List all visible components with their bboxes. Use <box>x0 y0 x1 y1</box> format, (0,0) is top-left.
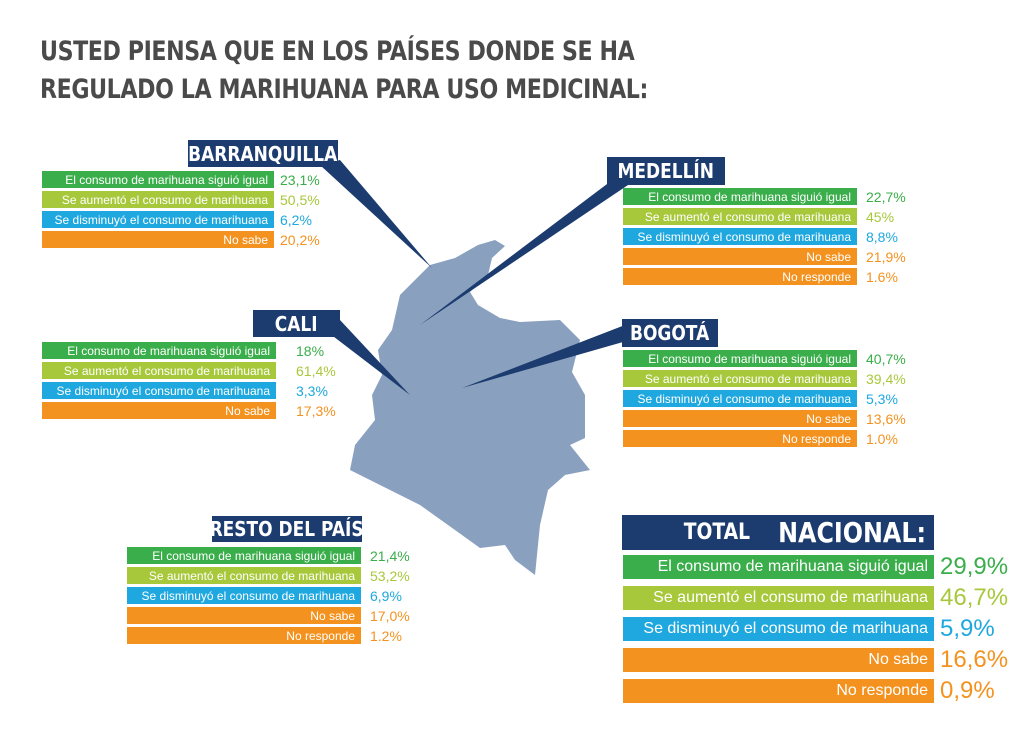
answer-value: 6,2% <box>280 211 312 228</box>
answer-bar: No responde <box>623 430 857 447</box>
answer-bar: Se disminuyó el consumo de marihuana <box>623 390 857 407</box>
answer-value: 46,7% <box>940 584 1009 611</box>
title-line: REGULADO LA MARIHUANA PARA USO MEDICINAL… <box>40 74 648 105</box>
answer-value: 22,7% <box>866 188 906 205</box>
answer-bar: No sabe <box>42 231 274 248</box>
answer-bar: Se aumentó el consumo de marihuana <box>623 370 857 387</box>
pointer <box>420 178 628 325</box>
panel-heading: BOGOTÁ <box>622 319 718 347</box>
colombia-map <box>350 240 590 575</box>
answer-bar: El consumo de marihuana siguió igual <box>623 188 857 205</box>
answer-value: 21,4% <box>370 547 410 564</box>
answer-bar: Se aumentó el consumo de marihuana <box>623 208 857 225</box>
answer-value: 5,9% <box>940 615 995 642</box>
answer-value: 6,9% <box>370 587 402 604</box>
answer-value: 1.2% <box>370 627 402 644</box>
panel-heading: BARRANQUILLA <box>188 140 338 167</box>
answer-bar: Se disminuyó el consumo de marihuana <box>623 617 934 641</box>
answer-value: 39,4% <box>866 370 906 387</box>
answer-value: 13,6% <box>866 410 906 427</box>
answer-value: 23,1% <box>280 171 320 188</box>
answer-bar: No responde <box>623 268 857 285</box>
title-line: USTED PIENSA QUE EN LOS PAÍSES DONDE SE … <box>40 36 635 67</box>
answer-bar: No sabe <box>623 410 857 427</box>
answer-value: 3,3% <box>296 382 328 399</box>
answer-bar: No responde <box>623 679 934 703</box>
pointer <box>462 325 630 388</box>
answer-value: 17,0% <box>370 607 410 624</box>
answer-value: 1.0% <box>866 430 898 447</box>
answer-value: 53,2% <box>370 567 410 584</box>
answer-value: 61,4% <box>296 362 336 379</box>
answer-bar: No sabe <box>42 402 276 419</box>
answer-bar: No sabe <box>623 648 934 672</box>
heading-text: NACIONAL: <box>778 516 926 549</box>
answer-bar: No sabe <box>623 248 857 265</box>
answer-bar: No responde <box>127 627 361 644</box>
answer-bar: El consumo de marihuana siguió igual <box>127 547 361 564</box>
answer-bar: Se disminuyó el consumo de marihuana <box>42 382 276 399</box>
answer-bar: El consumo de marihuana siguió igual <box>623 350 857 367</box>
answer-value: 21,9% <box>866 248 906 265</box>
answer-bar: Se aumentó el consumo de marihuana <box>623 586 934 610</box>
answer-bar: El consumo de marihuana siguió igual <box>42 342 276 359</box>
heading-text: MEDELLÍN <box>617 159 715 183</box>
panel-heading: CALI <box>253 310 340 337</box>
answer-bar: Se disminuyó el consumo de marihuana <box>623 228 857 245</box>
panel-heading: RESTO DEL PAÍS <box>209 516 365 542</box>
answer-bar: El consumo de marihuana siguió igual <box>42 171 274 188</box>
answer-value: 0,9% <box>940 677 995 704</box>
answer-value: 16,6% <box>940 646 1009 673</box>
answer-bar: No sabe <box>127 607 361 624</box>
heading-text: BOGOTÁ <box>630 321 710 345</box>
answer-bar: Se disminuyó el consumo de marihuana <box>42 211 274 228</box>
answer-value: 18% <box>296 342 325 359</box>
answer-bar: Se aumentó el consumo de marihuana <box>42 362 276 379</box>
answer-value: 45% <box>866 208 895 225</box>
answer-value: 29,9% <box>940 553 1009 580</box>
answer-value: 1.6% <box>866 268 898 285</box>
pointer <box>325 320 410 395</box>
heading-text: CALI <box>275 311 318 336</box>
heading-text: RESTO DEL PAÍS <box>209 517 365 541</box>
answer-bar: Se disminuyó el consumo de marihuana <box>127 587 361 604</box>
total-heading: TOTAL NACIONAL: <box>622 515 934 550</box>
heading-text: TOTAL <box>683 520 750 545</box>
pointer <box>320 160 432 268</box>
answer-value: 40,7% <box>866 350 906 367</box>
answer-value: 17,3% <box>296 402 336 419</box>
answer-value: 8,8% <box>866 228 898 245</box>
answer-value: 20,2% <box>280 231 320 248</box>
answer-bar: Se aumentó el consumo de marihuana <box>127 567 361 584</box>
answer-bar: El consumo de marihuana siguió igual <box>623 555 934 579</box>
panel-heading: MEDELLÍN <box>607 157 725 185</box>
answer-value: 5,3% <box>866 390 898 407</box>
heading-text: BARRANQUILLA <box>188 141 338 166</box>
answer-value: 50,5% <box>280 191 320 208</box>
answer-bar: Se aumentó el consumo de marihuana <box>42 191 274 208</box>
